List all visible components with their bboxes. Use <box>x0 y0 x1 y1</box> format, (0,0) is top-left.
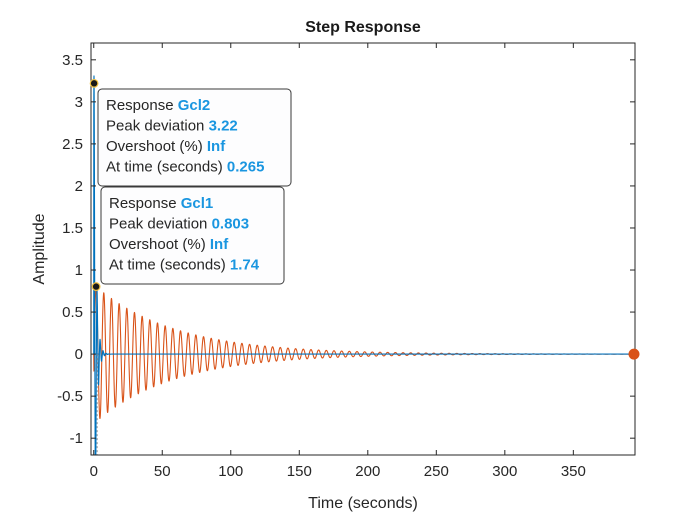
datatip-box <box>100 186 285 285</box>
plot-frame <box>90 42 636 456</box>
datatip-label: Response <box>109 195 181 212</box>
datatip-value: Inf <box>207 138 226 155</box>
datatip-row: Response Gcl2 <box>106 97 210 114</box>
datatip-row: At time (seconds) 0.265 <box>106 159 264 176</box>
x-tick-label: 0 <box>90 463 98 480</box>
datatip-row: Peak deviation 3.22 <box>106 118 238 135</box>
datatip-label: At time (seconds) <box>109 257 230 274</box>
x-tick-label: 50 <box>154 463 171 480</box>
y-tick-label: 3 <box>75 94 83 111</box>
x-tick-label: 200 <box>355 463 380 480</box>
datatip-marker-gcl2 <box>89 78 99 88</box>
datatip-row: Response Gcl1 <box>109 195 213 212</box>
datatip-row: At time (seconds) 1.74 <box>109 257 260 274</box>
datatip-row: Overshoot (%) Inf <box>109 236 229 253</box>
y-tick-label: 1 <box>75 262 83 279</box>
datatip-label: Peak deviation <box>106 118 209 135</box>
datatip-value: 0.265 <box>227 159 265 176</box>
datatip-value: Gcl1 <box>181 195 214 212</box>
x-tick-label: 250 <box>424 463 449 480</box>
y-tick-label: -0.5 <box>57 388 83 405</box>
datatip-value: 1.74 <box>230 257 260 274</box>
y-tick-label: -1 <box>70 430 83 447</box>
series-line-gcl2 <box>93 75 635 455</box>
datatip-marker-gcl1 <box>91 282 101 291</box>
y-tick-label: 2.5 <box>62 136 83 153</box>
datatip-value: Gcl2 <box>178 97 211 114</box>
series-end-marker <box>628 348 640 360</box>
chart-title: Step Response <box>305 19 421 36</box>
x-tick-label: 350 <box>561 463 586 480</box>
datatip-value: 0.803 <box>212 216 250 233</box>
datatip-row: Overshoot (%) Inf <box>106 138 226 155</box>
x-axis-label: Time (seconds) <box>308 495 418 512</box>
datatip-label: At time (seconds) <box>106 159 227 176</box>
y-tick-label: 0.5 <box>62 304 83 321</box>
datatip-label: Overshoot (%) <box>109 236 210 253</box>
y-tick-label: 1.5 <box>62 220 83 237</box>
y-tick-label: 0 <box>75 346 83 363</box>
x-tick-label: 100 <box>218 463 243 480</box>
y-axis-label: Amplitude <box>31 213 48 284</box>
datatip-label: Overshoot (%) <box>106 138 207 155</box>
y-tick-label: 3.5 <box>62 52 83 69</box>
datatip-value: 3.22 <box>209 118 238 135</box>
datatip-row: Peak deviation 0.803 <box>109 216 249 233</box>
x-tick-label: 150 <box>287 463 312 480</box>
datatip-label: Response <box>106 97 178 114</box>
datatip-box <box>97 88 292 187</box>
datatip-label: Peak deviation <box>109 216 212 233</box>
datatip-value: Inf <box>210 236 229 253</box>
y-tick-label: 2 <box>75 178 83 195</box>
x-tick-label: 300 <box>492 463 517 480</box>
